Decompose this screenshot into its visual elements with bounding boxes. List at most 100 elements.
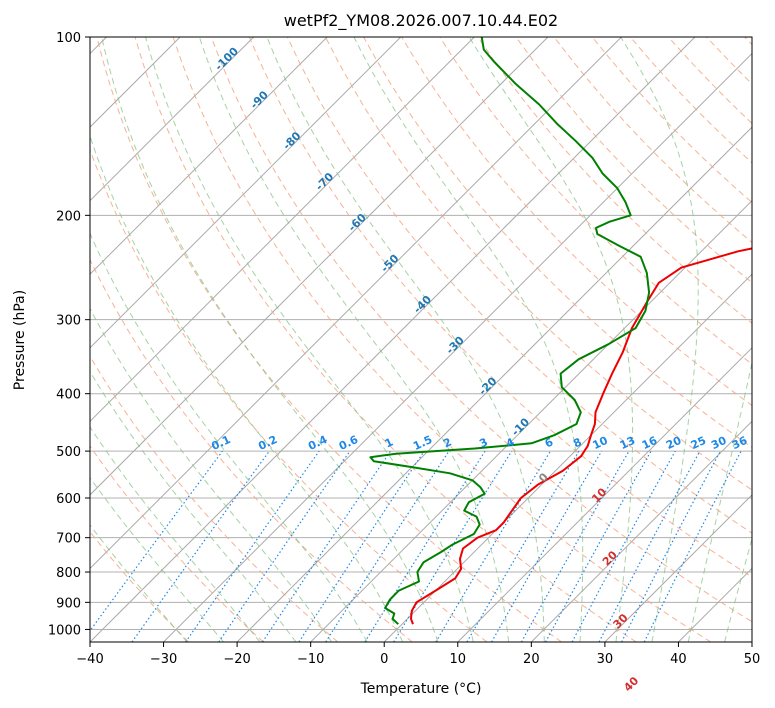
mixing-ratio-label: 36 [730, 434, 750, 452]
isotherm-label: -70 [313, 170, 336, 193]
moist-adiabat [90, 476, 224, 642]
dry-adiabat [668, 37, 752, 125]
dry-adiabat [172, 37, 712, 642]
moist-adiabat [90, 426, 261, 642]
x-tick-label: −40 [76, 652, 103, 667]
x-tick-label: 50 [744, 652, 761, 667]
x-tick-label: −30 [150, 652, 177, 667]
mixing-ratio-label: 1 [383, 435, 395, 450]
mixing-ratio-label: 0.2 [256, 433, 279, 453]
moist-adiabat [687, 360, 752, 642]
x-tick-label: −10 [297, 652, 324, 667]
isotherm-line [90, 37, 328, 275]
mixing-ratio-label: 20 [664, 434, 684, 452]
dry-adiabat-label: 40 [621, 674, 641, 694]
isotherm-line [457, 347, 752, 642]
dry-adiabat [90, 445, 264, 642]
mixing-ratio-label: 8 [571, 435, 583, 450]
moist-adiabat [90, 134, 404, 642]
temperature-line [410, 247, 752, 625]
y-tick-label: 200 [56, 209, 81, 224]
dry-adiabat-label: 10 [589, 485, 609, 505]
dry-adiabat [90, 258, 413, 642]
moist-adiabat [145, 37, 474, 642]
isotherm-label: -10 [509, 415, 532, 438]
chart-title: wetPf2_YM08.2026.007.10.44.E02 [284, 11, 558, 31]
isotherm-line [90, 37, 549, 496]
x-axis-label: Temperature (°C) [360, 681, 482, 697]
isotherm-label: -30 [444, 334, 467, 357]
mixing-ratio-label: 10 [590, 434, 610, 452]
mixing-ratio-line [218, 450, 351, 642]
dry-adiabat [706, 37, 752, 85]
mixing-ratio-label: 30 [709, 434, 729, 452]
x-tick-label: 40 [670, 652, 687, 667]
x-tick-label: 30 [597, 652, 614, 667]
moist-adiabat [353, 37, 584, 642]
y-tick-label: 600 [56, 492, 81, 507]
y-tick-label: 500 [56, 445, 81, 460]
mixing-ratio-line [90, 450, 223, 632]
mixing-ratio-label: 13 [618, 434, 637, 452]
x-tick-label: 0 [380, 652, 388, 667]
mixing-ratio-line [545, 450, 652, 642]
isotherm-label: -90 [248, 88, 271, 111]
mixing-ratio-line [298, 450, 425, 642]
dry-adiabat [515, 37, 752, 284]
moist-adiabat [620, 37, 699, 642]
isotherm-label: -60 [346, 211, 369, 234]
dry-adiabat [96, 37, 562, 642]
dewpoint-line [369, 37, 651, 625]
dry-adiabat [325, 37, 752, 491]
y-tick-label: 900 [56, 596, 81, 611]
moist-adiabat [90, 232, 368, 642]
x-tick-label: −20 [223, 652, 250, 667]
mixing-ratio-line [261, 450, 391, 642]
isotherm-label: -100 [212, 44, 241, 73]
dry-adiabat-label: 20 [600, 548, 620, 568]
y-tick-label: 1000 [48, 623, 81, 638]
isotherm-line [751, 641, 752, 642]
isotherm-line [678, 567, 752, 642]
y-tick-label: 800 [56, 566, 81, 581]
isotherm-line [90, 37, 475, 423]
dry-adiabat [248, 37, 752, 578]
moist-adiabat [101, 37, 439, 642]
mixing-ratio-line [571, 450, 676, 642]
moist-adiabat [724, 536, 752, 642]
dry-adiabat [591, 37, 752, 204]
mixing-ratio-line [520, 450, 630, 642]
x-tick-label: 20 [523, 652, 540, 667]
y-tick-label: 400 [56, 388, 81, 403]
dry-adiabat-label: 30 [611, 611, 631, 631]
mixing-ratio-line [131, 450, 270, 642]
dry-adiabat [744, 37, 752, 46]
mixing-ratio-label: 25 [689, 434, 708, 452]
isotherm-line [90, 37, 696, 642]
y-axis-label: Pressure (hPa) [12, 290, 28, 390]
y-tick-label: 700 [56, 532, 81, 547]
mixing-ratio-label: 1.5 [411, 433, 434, 453]
mixing-ratio-line [435, 450, 552, 642]
mixing-ratio-line [325, 450, 450, 642]
moist-adiabat [90, 307, 333, 642]
mixing-ratio-label: 0.1 [209, 433, 232, 453]
isotherm-line [236, 126, 752, 642]
mixing-ratio-label: 16 [640, 434, 660, 452]
moist-adiabat [266, 37, 545, 642]
y-tick-label: 100 [56, 31, 81, 46]
x-tick-label: 10 [450, 652, 467, 667]
isotherm-line [163, 52, 752, 642]
isotherm-label: -80 [280, 129, 303, 152]
isotherm-line [90, 37, 402, 349]
mixing-ratio-line [185, 450, 320, 642]
dry-adiabat [90, 531, 190, 642]
plot-frame [89, 36, 753, 643]
dry-adiabat [210, 37, 752, 623]
dry-adiabat [553, 37, 752, 244]
isotherm-label: -40 [411, 293, 434, 316]
dry-adiabat [90, 355, 339, 642]
moist-adiabat [90, 370, 297, 642]
